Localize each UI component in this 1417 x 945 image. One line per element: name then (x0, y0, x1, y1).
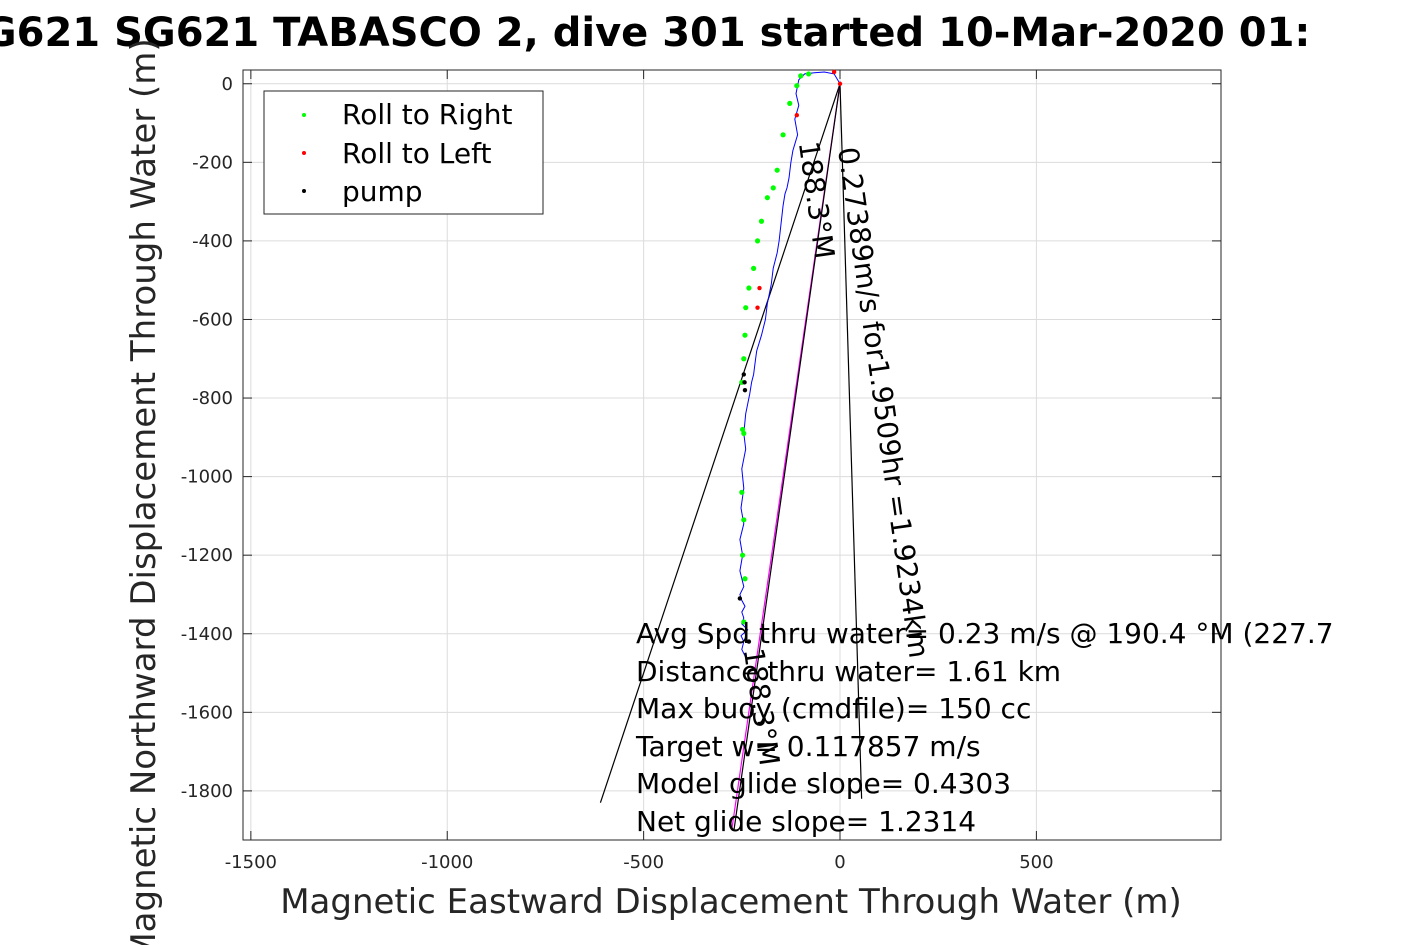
legend-label-roll-right: Roll to Right (342, 98, 513, 131)
y-tick-label: -1600 (181, 702, 233, 723)
pump-point (737, 596, 743, 601)
roll-right-point (780, 132, 786, 138)
pump-point (742, 387, 748, 393)
pump-point (741, 372, 746, 377)
legend-label-pump: pump (342, 175, 423, 208)
x-tick-label: 0 (834, 852, 845, 873)
grid (243, 70, 1221, 840)
pump-point (742, 380, 747, 385)
roll-right-point (740, 426, 746, 433)
roll-right-point (774, 167, 780, 173)
roll-and-pump-markers (737, 69, 843, 644)
roll-left-point (794, 112, 800, 118)
heading-lines (599, 83, 863, 831)
track-line (739, 71, 841, 658)
y-tick-label: -600 (192, 309, 233, 330)
y-tick-label: 0 (222, 74, 233, 95)
y-tick-label: -1400 (181, 624, 233, 645)
glider-track (739, 71, 841, 658)
heading-line (599, 83, 841, 803)
legend-box (263, 90, 544, 215)
roll-right-point (758, 218, 765, 224)
roll-right-point (805, 71, 812, 77)
stat-model-glide-slope: Model glide slope= 0.4303 (636, 767, 1011, 800)
roll-right-point (741, 517, 747, 523)
stat-net-glide-slope: Net glide slope= 1.2314 (636, 805, 976, 838)
legend: Roll to Right Roll to Left pump (263, 90, 544, 215)
y-axis-label: Magnetic Northward Displacement Through … (124, 38, 164, 945)
roll-right-point (764, 195, 770, 201)
x-tick-label: -500 (623, 852, 664, 873)
legend-label-roll-left: Roll to Left (342, 137, 491, 170)
roll-left-point (831, 69, 837, 75)
stats-block: Avg Spd thru water= 0.23 m/s @ 190.4 °M … (635, 617, 1334, 838)
roll-right-point (742, 576, 748, 582)
pump-point (746, 639, 752, 644)
y-tick-label: -1000 (181, 467, 233, 488)
roll-right-point (741, 619, 747, 625)
roll-left-point (837, 81, 843, 86)
plot-area (242, 69, 1222, 841)
x-tick-label: -1500 (225, 852, 277, 873)
heading-line (839, 83, 863, 799)
x-tick-label: 500 (1019, 852, 1053, 873)
roll-right-point (754, 238, 761, 244)
stat-target-w: Target w= 0.117857 m/s (635, 730, 981, 763)
roll-right-point (741, 430, 747, 436)
legend-marker-roll-left (302, 151, 306, 155)
roll-right-point (741, 356, 747, 362)
legend-marker-roll-right (302, 113, 306, 117)
roll-right-point (794, 83, 800, 89)
y-tick-label: -1200 (181, 545, 233, 566)
roll-right-point (787, 100, 793, 106)
stat-distance: Distance thru water= 1.61 km (636, 655, 1061, 688)
axis-ticks: -1500 -1000 -500 0 500 0 -200 -400 -600 -800 -1000… (181, 70, 1221, 873)
roll-right-point (743, 305, 749, 311)
heading-line (733, 83, 841, 831)
x-axis-label: Magnetic Eastward Displacement Through W… (280, 882, 1182, 922)
stat-max-buoy: Max buoy (cmdfile)= 150 cc (636, 692, 1031, 725)
roll-right-point (746, 285, 752, 291)
stat-avg-speed: Avg Spd thru water= 0.23 m/s @ 190.4 °M … (636, 617, 1334, 650)
y-tick-label: -400 (192, 231, 233, 252)
roll-right-point (751, 265, 757, 271)
y-tick-label: -800 (192, 388, 233, 409)
y-tick-label: -200 (192, 152, 233, 173)
y-tick-label: -1800 (181, 781, 233, 802)
roll-right-point (798, 73, 804, 79)
roll-left-point (755, 305, 760, 310)
roll-right-point (742, 332, 748, 338)
x-tick-label: -1000 (421, 852, 473, 873)
roll-left-point (757, 285, 762, 291)
chart-title: SG621 SG621 TABASCO 2, dive 301 started … (0, 10, 1310, 56)
rotated-annotation: 0.27389m/s for1.9509hr =1.9234km (831, 145, 935, 660)
roll-right-point (739, 489, 745, 495)
roll-right-point (740, 552, 746, 558)
legend-marker-pump (302, 189, 306, 193)
roll-right-point (770, 185, 776, 191)
